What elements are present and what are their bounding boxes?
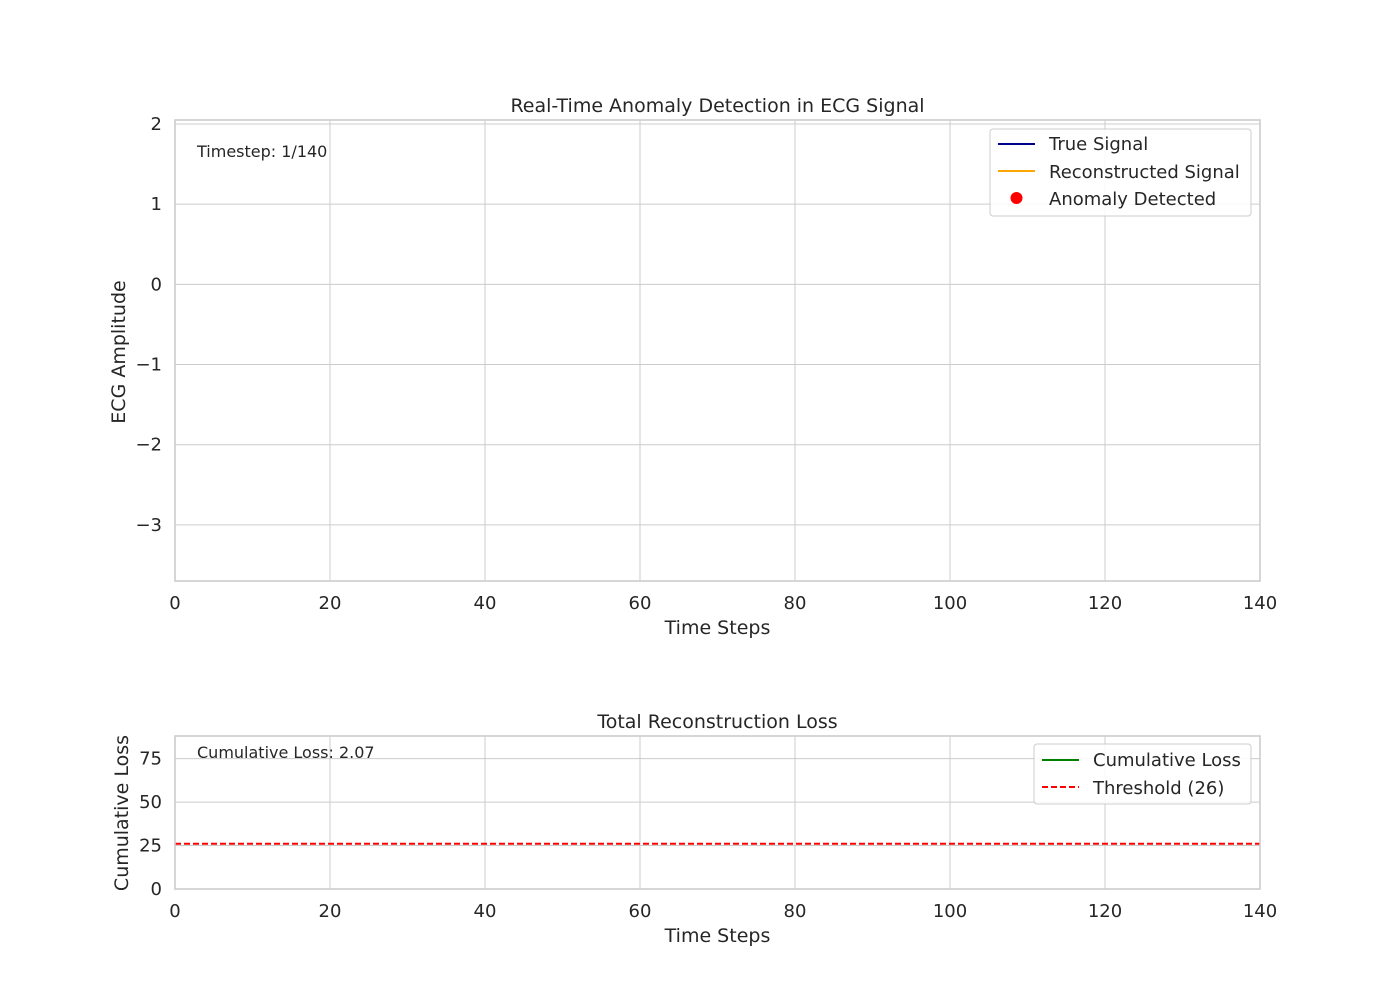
ecg-y-tick-label: 1 <box>151 194 162 215</box>
ecg-x-axis-label: Time Steps <box>664 617 771 639</box>
loss-x-tick-label: 20 <box>319 901 342 922</box>
ecg-legend-box <box>989 128 1252 217</box>
loss-legend-box <box>1033 743 1252 805</box>
ecg-chart-title: Real-Time Anomaly Detection in ECG Signa… <box>510 95 924 117</box>
loss-y-axis-label: Cumulative Loss <box>111 735 133 891</box>
ecg-x-tick-label: 0 <box>169 593 180 614</box>
cumulative-loss-annotation: Cumulative Loss: 2.07 <box>197 743 375 762</box>
ecg-y-tick-label: −1 <box>135 355 162 376</box>
loss-x-axis-label: Time Steps <box>664 925 771 947</box>
legend-anomaly-marker <box>1010 192 1023 204</box>
loss-plot-frame <box>174 735 1261 890</box>
ecg-x-tick-label: 120 <box>1088 593 1122 614</box>
ecg-y-tick-label: 2 <box>151 114 162 135</box>
loss-legend: Cumulative Loss Threshold (26) <box>1033 743 1252 805</box>
ecg-x-tick-label: 20 <box>319 593 342 614</box>
legend-anomaly-label: Anomaly Detected <box>1049 189 1216 210</box>
loss-y-tick-label: 50 <box>139 792 162 813</box>
loss-y-tick-label: 0 <box>151 879 162 900</box>
ecg-x-tick-label: 100 <box>933 593 967 614</box>
ecg-y-tick-label: 0 <box>151 274 162 295</box>
loss-x-tick-label: 100 <box>933 901 967 922</box>
ecg-x-tick-label: 80 <box>784 593 807 614</box>
ecg-x-tick-label: 60 <box>629 593 652 614</box>
loss-y-tick-label: 25 <box>139 836 162 857</box>
ecg-legend: True Signal Reconstructed Signal Anomaly… <box>989 128 1252 217</box>
loss-x-tick-label: 0 <box>169 901 180 922</box>
ecg-plot-frame <box>174 119 1261 582</box>
ecg-x-tick-label: 40 <box>474 593 497 614</box>
legend-true-signal-label: True Signal <box>1048 134 1148 155</box>
loss-x-tick-label: 120 <box>1088 901 1122 922</box>
loss-x-tick-label: 40 <box>474 901 497 922</box>
loss-x-tick-label: 80 <box>784 901 807 922</box>
loss-chart-title: Total Reconstruction Loss <box>596 711 837 733</box>
ecg-panel: 0 20 40 60 80 100 120 140 2 1 0 −1 −2 −3 Real-Time An… <box>108 95 1277 639</box>
timestep-annotation: Timestep: 1/140 <box>196 142 327 161</box>
legend-reconstructed-signal-label: Reconstructed Signal <box>1049 162 1240 183</box>
loss-x-tick-label: 60 <box>629 901 652 922</box>
legend-threshold-label: Threshold (26) <box>1092 778 1224 799</box>
legend-cumulative-loss-label: Cumulative Loss <box>1093 750 1241 771</box>
ecg-y-axis-label: ECG Amplitude <box>108 280 130 423</box>
loss-y-tick-label: 75 <box>139 749 162 770</box>
loss-x-tick-label: 140 <box>1243 901 1277 922</box>
ecg-x-tick-label: 140 <box>1243 593 1277 614</box>
loss-panel: 0 20 40 60 80 100 120 140 0 25 50 75 Total Reconstr… <box>111 711 1277 947</box>
ecg-y-tick-label: −2 <box>135 435 162 456</box>
ecg-y-tick-label: −3 <box>135 515 162 536</box>
